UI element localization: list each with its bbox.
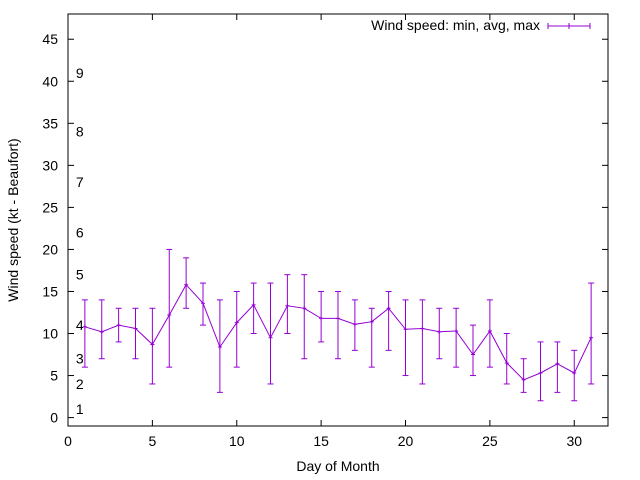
- avg-point: [369, 319, 374, 324]
- avg-point: [538, 371, 543, 376]
- y-tick-label: 40: [42, 73, 58, 89]
- beaufort-label: 4: [76, 317, 84, 333]
- avg-point: [471, 352, 475, 357]
- y-tick-label: 25: [42, 199, 58, 215]
- avg-point: [116, 323, 121, 328]
- avg-point: [487, 328, 492, 333]
- avg-point: [504, 360, 509, 365]
- avg-point: [201, 301, 205, 306]
- avg-point: [251, 302, 256, 307]
- plot-border: [67, 13, 609, 427]
- x-tick-label: 25: [482, 433, 498, 449]
- y-tick-label: 45: [42, 31, 58, 47]
- beaufort-label: 6: [76, 225, 84, 241]
- avg-point: [521, 377, 526, 382]
- y-tick-label: 30: [42, 157, 58, 173]
- avg-point: [352, 322, 357, 327]
- avg-point: [133, 326, 138, 331]
- avg-point: [150, 342, 155, 347]
- avg-point: [572, 371, 577, 376]
- avg-point: [319, 316, 324, 321]
- avg-point: [184, 282, 189, 287]
- y-tick-label: 35: [42, 115, 58, 131]
- avg-point: [555, 361, 560, 366]
- avg-point: [167, 313, 172, 318]
- x-tick-label: 30: [566, 433, 582, 449]
- y-tick-label: 20: [42, 241, 58, 257]
- y-tick-label: 10: [42, 326, 58, 342]
- avg-point: [268, 335, 273, 340]
- x-tick-label: 10: [229, 433, 245, 449]
- beaufort-label: 5: [76, 267, 84, 283]
- beaufort-label: 9: [76, 65, 84, 81]
- avg-point: [420, 326, 425, 331]
- y-axis-label: Wind speed (kt - Beaufort): [5, 138, 21, 301]
- avg-point: [217, 344, 222, 349]
- legend-key: [547, 23, 591, 29]
- beaufort-scale: 1 2 3 4 5 6 7 8 9: [76, 65, 84, 417]
- avg-point: [336, 316, 340, 321]
- avg-point: [99, 329, 104, 334]
- legend-label: Wind speed: min, avg, max: [371, 17, 540, 33]
- y-tick-label: 15: [42, 283, 58, 299]
- x-axis-label: Day of Month: [296, 458, 379, 474]
- avg-point: [386, 306, 391, 311]
- x-tick-label: 20: [398, 433, 414, 449]
- avg-point: [454, 328, 459, 333]
- avg-point: [234, 320, 239, 325]
- y-tick-label: 5: [50, 368, 58, 384]
- beaufort-label: 2: [76, 376, 84, 392]
- avg-point: [589, 335, 594, 340]
- x-tick-label: 15: [313, 433, 329, 449]
- beaufort-label: 3: [76, 351, 84, 367]
- error-bars: [81, 248, 595, 402]
- y-tick-label: 0: [50, 410, 58, 426]
- x-tick-label: 0: [64, 433, 72, 449]
- beaufort-label: 8: [76, 124, 84, 140]
- x-tick-label: 5: [148, 433, 156, 449]
- avg-point: [403, 327, 408, 332]
- avg-markers: [82, 282, 594, 382]
- legend: Wind speed: min, avg, max: [371, 17, 591, 33]
- beaufort-label: 7: [76, 174, 84, 190]
- beaufort-label: 1: [76, 401, 84, 417]
- avg-point: [82, 324, 87, 329]
- avg-point: [302, 306, 307, 311]
- avg-point: [437, 329, 442, 334]
- avg-point: [285, 303, 290, 308]
- x-axis: 0 5 10 15 20 25 30: [64, 14, 582, 449]
